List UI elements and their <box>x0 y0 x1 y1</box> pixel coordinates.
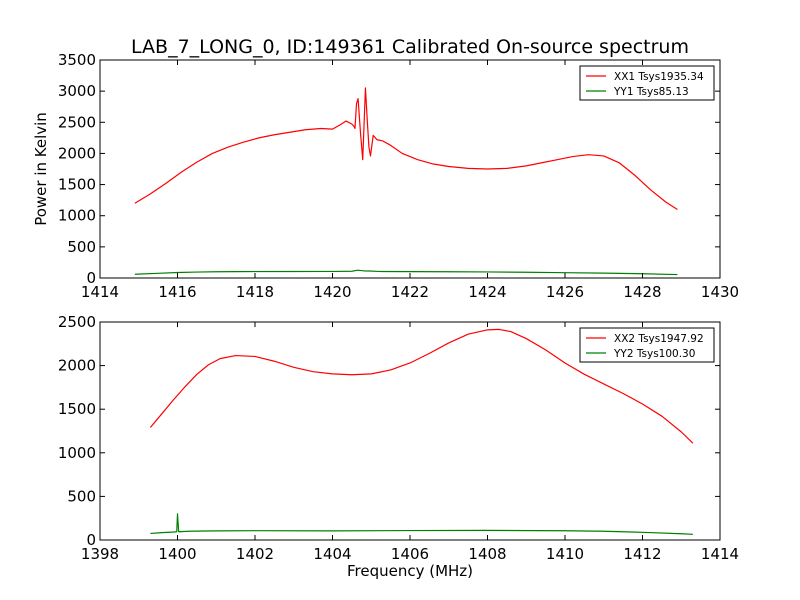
chart-title: LAB_7_LONG_0, ID:149361 Calibrated On-so… <box>131 36 689 58</box>
top-x-tick-label: 1426 <box>546 283 584 301</box>
top-x-tick-label: 1414 <box>81 283 119 301</box>
top-y-tick-label: 1500 <box>58 176 96 194</box>
bottom-series-line-1 <box>149 328 694 444</box>
bottom-legend-label-1: XX2 Tsys1947.92 <box>614 333 704 345</box>
bottom-y-tick-label: 1000 <box>58 444 96 462</box>
top-x-tick-label: 1416 <box>158 283 196 301</box>
bottom-y-tick-label: 2500 <box>58 313 96 331</box>
top-y-axis-label: Power in Kelvin <box>32 112 50 226</box>
top-y-tick-label: 0 <box>86 269 96 287</box>
top-plot: 1414 1416 1418 1420 1422 1424 1426 1428 1430 0 500… <box>32 51 739 301</box>
bottom-series-line-2 <box>150 513 693 535</box>
top-x-tick-label: 1430 <box>701 283 739 301</box>
bottom-legend-label-2: YY2 Tsys100.30 <box>613 348 695 360</box>
bottom-plot: 1398 1400 1402 1404 1406 1408 1410 1412 1414 0 500… <box>58 313 739 580</box>
top-x-tick-label: 1428 <box>623 283 661 301</box>
bottom-x-tick-label: 1414 <box>701 545 739 563</box>
top-y-tick-label: 2000 <box>58 144 96 162</box>
top-legend-box <box>579 65 715 101</box>
top-y-tick-label: 3000 <box>58 82 96 100</box>
bottom-y-tick-label: 1500 <box>58 400 96 418</box>
top-x-tick-label: 1420 <box>313 283 351 301</box>
bottom-x-tick-label: 1410 <box>546 545 584 563</box>
top-y-tick-label: 3500 <box>58 51 96 69</box>
bottom-y-tick-label: 0 <box>86 531 96 549</box>
top-legend: XX1 Tsys1935.34 YY1 Tsys85.13 <box>579 65 715 101</box>
top-x-tick-label: 1424 <box>468 283 506 301</box>
bottom-x-tick-label: 1412 <box>623 545 661 563</box>
top-x-tick-label: 1422 <box>391 283 429 301</box>
top-legend-label-2: YY1 Tsys85.13 <box>613 86 689 98</box>
bottom-x-tick-label: 1408 <box>468 545 506 563</box>
bottom-x-tick-label: 1398 <box>81 545 119 563</box>
top-y-tick-label: 1000 <box>58 207 96 225</box>
top-y-tick-label: 2500 <box>58 113 96 131</box>
top-y-tick-label: 500 <box>67 238 96 256</box>
bottom-legend: XX2 Tsys1947.92 YY2 Tsys100.30 <box>579 327 715 363</box>
bottom-x-tick-label: 1400 <box>158 545 196 563</box>
top-series-line-2 <box>134 269 678 276</box>
top-series-line-1 <box>134 87 678 210</box>
bottom-x-tick-label: 1402 <box>236 545 274 563</box>
bottom-legend-box <box>579 327 715 363</box>
bottom-x-tick-label: 1406 <box>391 545 429 563</box>
bottom-y-tick-label: 500 <box>67 487 96 505</box>
bottom-x-axis-label: Frequency (MHz) <box>347 562 473 580</box>
top-legend-label-1: XX1 Tsys1935.34 <box>614 71 704 83</box>
bottom-y-tick-label: 2000 <box>58 357 96 375</box>
bottom-x-tick-label: 1404 <box>313 545 351 563</box>
top-x-tick-label: 1418 <box>236 283 274 301</box>
